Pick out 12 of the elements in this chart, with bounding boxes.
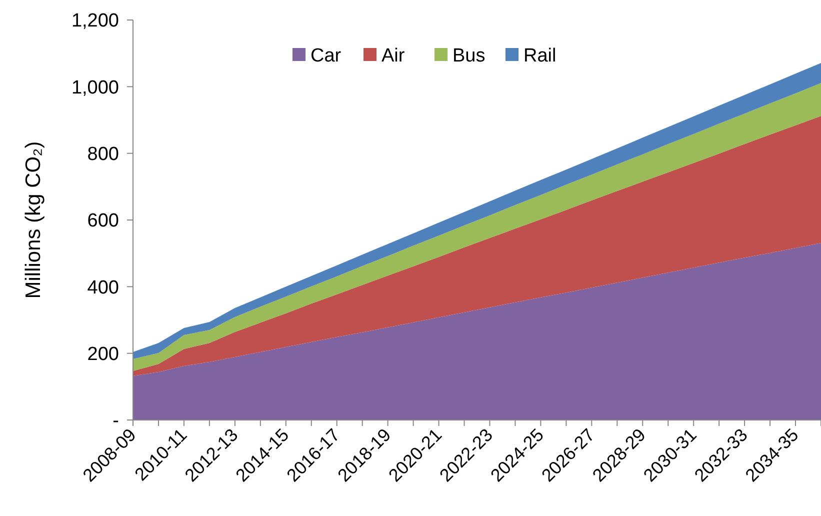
y-tick-label: 800 — [87, 144, 119, 165]
y-tick-label: 1,200 — [71, 10, 119, 32]
y-tick-label: 1,000 — [71, 77, 119, 98]
legend-label: Air — [382, 46, 406, 67]
y-tick-label: 400 — [87, 277, 119, 298]
legend-label: Car — [310, 46, 342, 67]
legend-label: Rail — [524, 46, 556, 67]
y-tick-label: 200 — [87, 344, 119, 365]
y-axis-title: Millions (kg CO₂) — [22, 141, 45, 299]
y-tick-label: 600 — [87, 210, 119, 232]
legend-label: Bus — [452, 46, 486, 67]
y-tick-label: - — [112, 410, 119, 432]
